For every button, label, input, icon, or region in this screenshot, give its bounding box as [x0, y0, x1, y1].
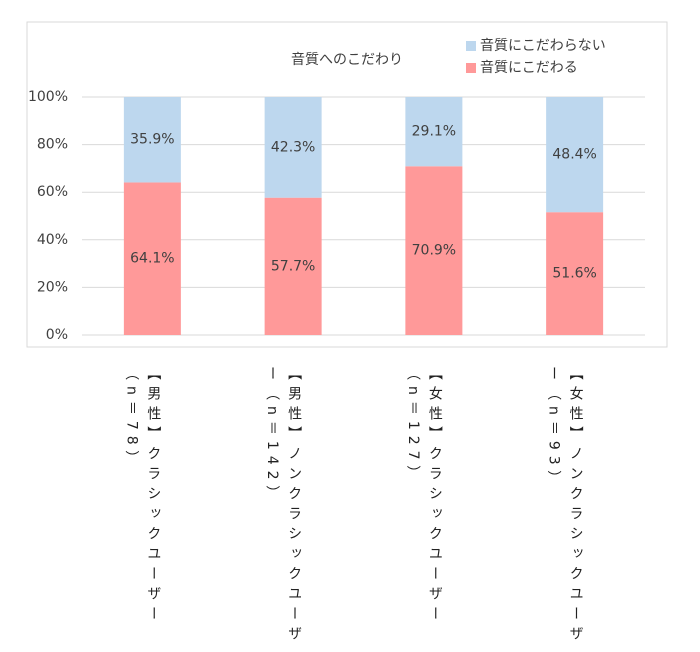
y-tick-label: 0% — [46, 327, 68, 343]
data-label: 70.9% — [412, 243, 456, 259]
x-tick-label: 【女性】クラシックユーザー（n＝127） — [404, 366, 443, 626]
data-label: 35.9% — [130, 132, 174, 148]
bar-segment — [264, 97, 322, 198]
x-tick-label: 【男性】ノンクラシックユーザー（n＝142） — [264, 366, 303, 646]
legend-label: 音質にこだわらない — [480, 37, 606, 54]
y-tick-label: 20% — [37, 279, 68, 295]
legend-swatch — [466, 63, 476, 73]
data-label: 29.1% — [412, 124, 456, 140]
bar-segment — [546, 97, 604, 213]
x-tick-label: 【女性】ノンクラシックユーザー（n＝93） — [545, 366, 584, 646]
data-label: 57.7% — [271, 258, 315, 274]
bar-segment — [546, 212, 604, 335]
y-tick-label: 100% — [28, 89, 68, 105]
data-label: 42.3% — [271, 139, 315, 155]
bar-segment — [405, 166, 463, 335]
y-tick-label: 80% — [37, 137, 68, 153]
data-label: 51.6% — [552, 266, 596, 282]
bar-segment — [123, 182, 181, 335]
bar-segment — [264, 197, 322, 335]
y-tick-label: 40% — [37, 232, 68, 248]
legend-swatch — [466, 41, 476, 51]
x-tick-label: 【男性】クラシックユーザー（n＝78） — [123, 366, 162, 626]
y-tick-label: 60% — [37, 184, 68, 200]
chart-title: 音質へのこだわり — [291, 51, 403, 68]
data-label: 48.4% — [552, 147, 596, 163]
bar-segment — [405, 97, 463, 167]
legend-label: 音質にこだわる — [480, 59, 578, 76]
data-label: 64.1% — [130, 251, 174, 267]
bar-segment — [123, 97, 181, 183]
